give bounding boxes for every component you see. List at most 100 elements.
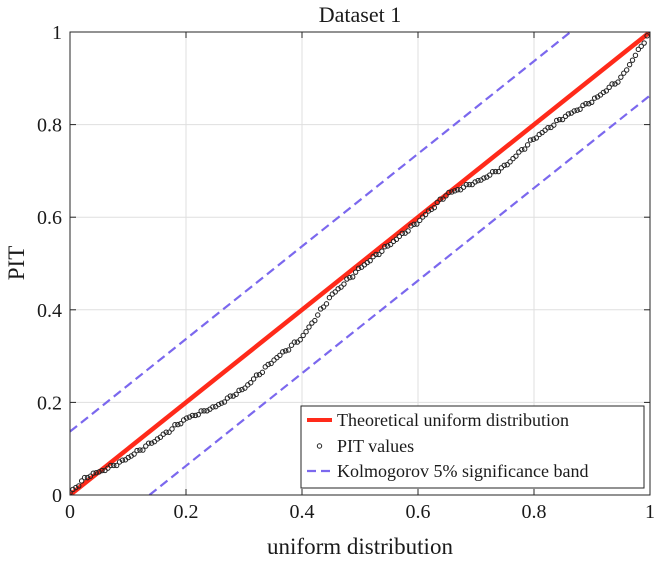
pit-point (373, 251, 379, 258)
legend-label-pit: PIT values (337, 436, 414, 456)
pit-point (586, 100, 592, 107)
pit-point (379, 248, 385, 254)
pit-point (533, 135, 540, 141)
pit-point (157, 434, 164, 440)
pit-point (434, 199, 440, 206)
pit-point (519, 146, 525, 153)
pit-point (422, 211, 429, 218)
x-tick-label: 0 (65, 501, 75, 523)
pit-point (99, 467, 105, 474)
pit-point (606, 84, 612, 90)
x-tick-label: 0.2 (174, 501, 199, 523)
pit-point (300, 332, 306, 339)
pit-point (507, 159, 513, 165)
pit-point (87, 473, 94, 479)
pit-point (210, 404, 216, 410)
pit-point (414, 221, 420, 227)
pit-point (137, 447, 143, 453)
pit-point (151, 438, 158, 445)
pit-point (140, 447, 146, 453)
theoretical-line (70, 32, 650, 495)
x-tick-label: 0.4 (290, 501, 315, 523)
legend: Theoretical uniform distribution PIT val… (300, 405, 645, 489)
pit-point (411, 221, 417, 228)
y-tick-label: 1 (52, 22, 62, 44)
pit-point (119, 457, 126, 463)
pit-point (76, 483, 82, 489)
x-tick-label: 1 (645, 501, 655, 523)
pit-point (481, 175, 487, 181)
pit-point (504, 162, 510, 168)
pit-point (641, 40, 647, 46)
chart-title: Dataset 1 (319, 2, 401, 27)
pit-point (554, 117, 560, 124)
pit-point (463, 181, 470, 188)
pit-point (475, 177, 481, 184)
pit-point (530, 136, 537, 142)
pit-point (148, 440, 155, 446)
pit-point (382, 244, 388, 250)
pit-point (355, 265, 362, 272)
pit-point (615, 79, 621, 85)
pit-point (635, 46, 642, 53)
pit-point (143, 443, 149, 449)
band-lower-line (148, 94, 650, 495)
y-tick-label: 0 (52, 485, 62, 507)
pit-point (623, 67, 630, 73)
pit-point (233, 391, 239, 398)
pit-point (198, 408, 204, 414)
pit-point (312, 317, 318, 324)
pit-point (574, 107, 580, 113)
pit-point (277, 352, 283, 359)
pit-point (629, 57, 636, 63)
pit-point (405, 228, 411, 234)
pit-point (111, 462, 117, 469)
y-tick-label: 0.2 (37, 392, 62, 414)
pit-point (609, 81, 615, 87)
x-tick-label: 0.8 (522, 501, 547, 523)
pit-point (556, 116, 563, 123)
pit-point (285, 347, 292, 353)
pit-point (352, 269, 359, 275)
pit-point (583, 100, 589, 107)
pit-point (571, 108, 577, 114)
pit-point (618, 74, 624, 80)
pit-point (408, 223, 414, 229)
pit-point (524, 142, 531, 148)
pit-point (221, 399, 228, 405)
pit-point (297, 337, 303, 343)
pit-point (265, 361, 271, 368)
pit-point (253, 372, 260, 378)
pit-point (396, 233, 403, 240)
pit-point (166, 429, 172, 435)
pit-point (204, 408, 210, 414)
y-tick-label: 0.8 (37, 115, 62, 137)
pit-point (559, 116, 566, 123)
pit-point (589, 99, 595, 105)
pit-point (192, 412, 199, 419)
pit-point (108, 462, 114, 469)
pit-point (495, 168, 502, 175)
pit-point (387, 241, 394, 248)
legend-label-theoretical: Theoretical uniform distribution (337, 410, 569, 430)
pit-point (96, 469, 102, 475)
pit-point (125, 454, 131, 461)
pit-point (134, 447, 140, 454)
pit-point (545, 125, 551, 131)
plot-frame (69, 31, 651, 496)
pit-point (603, 88, 609, 94)
pit-point (338, 284, 344, 290)
pit-point (472, 179, 478, 185)
pit-point (417, 217, 423, 224)
pit-point (376, 251, 382, 258)
pit-point (487, 172, 493, 178)
pit-point (626, 61, 633, 68)
pit-point (466, 181, 472, 188)
pit-point (172, 422, 178, 428)
pit-point (347, 274, 353, 281)
pit-point (644, 33, 650, 39)
pit-point (189, 412, 196, 419)
pit-point (268, 360, 274, 367)
pit-point (248, 380, 254, 386)
